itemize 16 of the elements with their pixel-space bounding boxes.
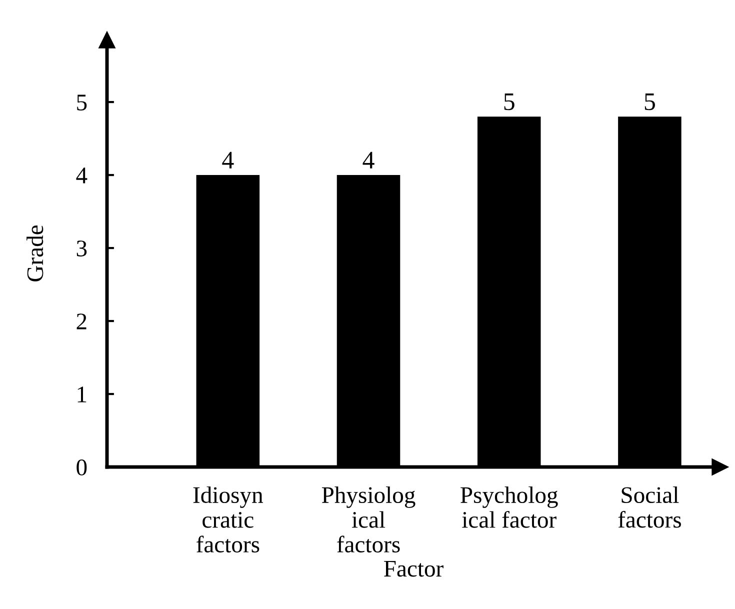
y-tick-label: 2 [76, 314, 86, 330]
x-tick-label: Physiolog ical factors [322, 486, 416, 553]
y-tick-label: 4 [76, 168, 88, 184]
y-tick-label: 5 [77, 94, 87, 110]
data-label: 4 [222, 152, 234, 168]
data-label: 4 [362, 152, 374, 168]
y-tick-label: 3 [76, 240, 87, 256]
data-label: 5 [644, 94, 655, 110]
x-axis-title: Factor [384, 561, 444, 577]
x-tick-label: Social factors [618, 486, 681, 528]
y-axis-title: Grade [26, 225, 44, 282]
y-tick-label: 0 [76, 459, 87, 476]
data-label: 5 [504, 94, 514, 110]
x-tick-label: Psycholog ical factor [460, 486, 558, 528]
x-tick-label: Idiosyn cratic factors [193, 486, 263, 553]
y-tick-label: 1 [78, 386, 86, 402]
